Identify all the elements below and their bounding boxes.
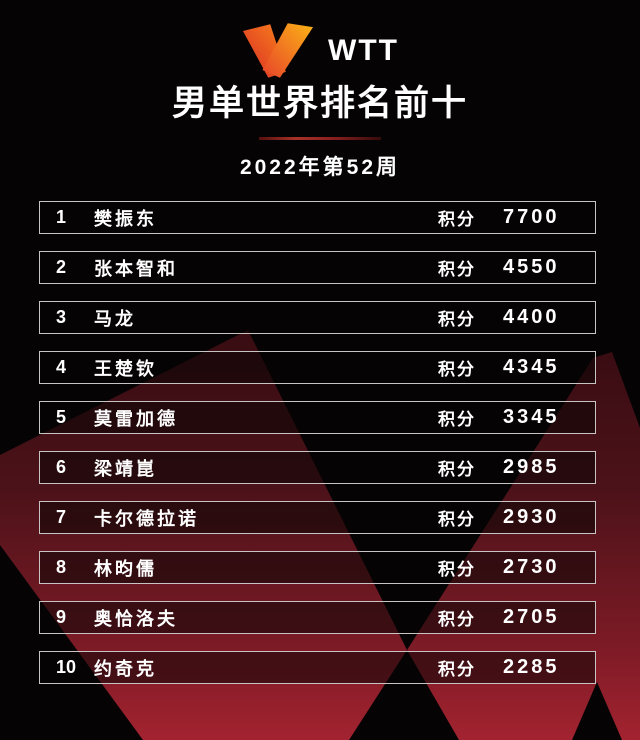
points-label: 积分 [438,560,476,579]
points-label: 积分 [438,210,476,229]
points-value: 2285 [503,656,560,678]
rank-number: 2 [56,257,67,277]
points-value: 2985 [503,456,560,478]
rank-number: 8 [56,557,67,577]
points-label: 积分 [438,660,476,679]
ranking-row: 6 梁靖崑 积分 2985 [39,451,596,484]
ranking-row: 7 卡尔德拉诺 积分 2930 [39,501,596,534]
rank-number: 3 [56,307,67,327]
points-label: 积分 [438,310,476,329]
wtt-logo-icon [242,23,314,78]
points-value: 2930 [503,506,560,528]
player-name: 奥恰洛夫 [94,608,178,629]
points-label: 积分 [438,260,476,279]
rank-number: 6 [56,457,67,477]
rank-number: 9 [56,607,67,627]
points-value: 7700 [503,206,560,228]
points-value: 4550 [503,256,560,278]
ranking-row: 5 莫雷加德 积分 3345 [39,401,596,434]
player-name: 莫雷加德 [94,408,178,429]
points-value: 2730 [503,556,560,578]
ranking-row: 8 林昀儒 积分 2730 [39,551,596,584]
player-name: 樊振东 [94,208,157,229]
rank-number: 4 [56,357,67,377]
wtt-logo: WTT [0,22,640,79]
points-label: 积分 [438,510,476,529]
points-label: 积分 [438,410,476,429]
wtt-logo-text: WTT [328,33,399,67]
title-divider [259,136,381,140]
rank-number: 7 [56,507,67,527]
ranking-row: 2 张本智和 积分 4550 [39,251,596,284]
subtitle-week: 2022年第52周 [239,155,401,179]
points-label: 积分 [438,610,476,629]
points-label: 积分 [438,460,476,479]
header: WTT 男单世界排名前十 2022年第52周 [0,0,640,181]
ranking-row: 3 马龙 积分 4400 [39,301,596,334]
points-label: 积分 [438,360,476,379]
player-name: 林昀儒 [94,558,157,579]
rank-number: 10 [56,657,77,677]
player-name: 张本智和 [94,258,178,279]
points-value: 4400 [503,306,560,328]
player-name: 马龙 [94,308,136,329]
player-name: 卡尔德拉诺 [94,508,199,529]
page-title: 男单世界排名前十 [171,84,468,123]
player-name: 梁靖崑 [94,458,157,479]
ranking-row: 4 王楚钦 积分 4345 [39,351,596,384]
points-value: 3345 [503,406,560,428]
player-name: 约奇克 [94,658,157,679]
ranking-row: 10 约奇克 积分 2285 [39,651,596,684]
points-value: 4345 [503,356,560,378]
ranking-list: 1 樊振东 积分 7700 2 张本智和 积分 4550 3 马龙 积分 4400 4 王楚钦 积分 4345… [39,201,596,701]
player-name: 王楚钦 [94,358,157,379]
ranking-row: 1 樊振东 积分 7700 [39,201,596,234]
points-value: 2705 [503,606,560,628]
rank-number: 1 [56,207,67,227]
rank-number: 5 [56,407,67,427]
ranking-row: 9 奥恰洛夫 积分 2705 [39,601,596,634]
